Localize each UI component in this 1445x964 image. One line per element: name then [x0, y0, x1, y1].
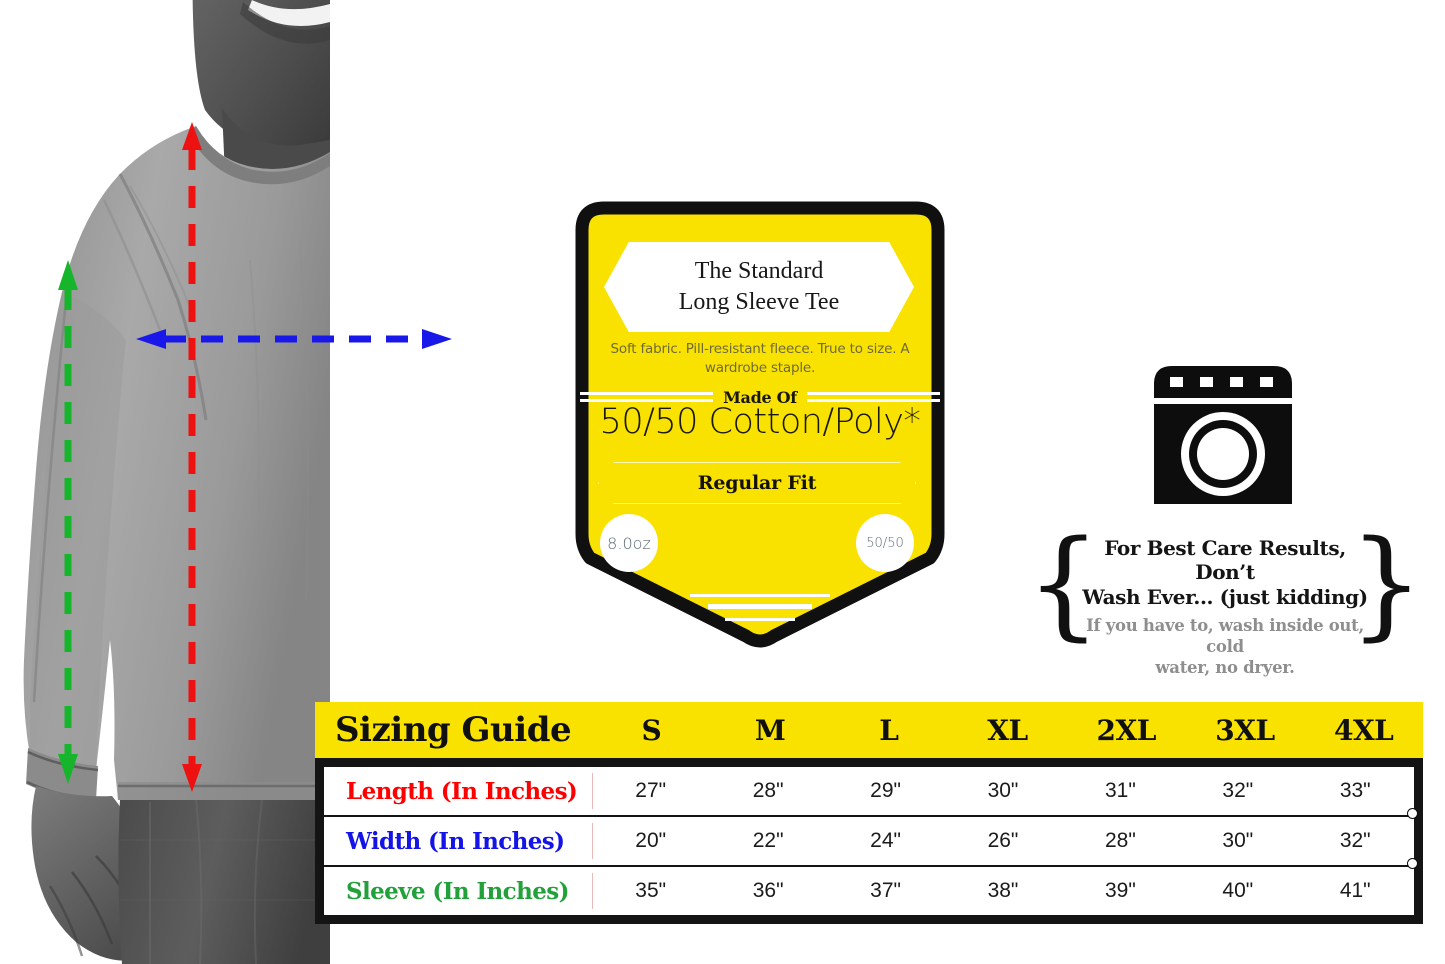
- row-divider: [592, 823, 593, 859]
- washing-machine-icon: [1154, 366, 1292, 504]
- care-heading-line1: For Best Care Results, Don’t: [1104, 536, 1346, 585]
- sleeve-xl: 38": [987, 879, 1019, 902]
- product-title-line2: Long Sleeve Tee: [678, 289, 840, 315]
- size-column-header-xl: XL: [987, 713, 1028, 747]
- sizing-guide-table: Sizing Guide S M L XL 2XL 3XL 4XL Length…: [315, 702, 1423, 924]
- model-photo: [0, 0, 330, 964]
- table-header-row: Sizing Guide S M L XL 2XL 3XL 4XL: [315, 702, 1423, 758]
- made-of-label: Made Of: [723, 387, 797, 407]
- size-column-header-m: M: [754, 713, 786, 747]
- fit-banner: Regular Fit: [598, 462, 916, 504]
- length-m: 28": [752, 779, 784, 802]
- badge-content: The Standard Long Sleeve Tee Soft fabric…: [556, 196, 964, 648]
- size-column-header-l: L: [879, 713, 899, 747]
- sleeve-3xl: 40": [1222, 879, 1254, 902]
- width-m: 22": [752, 829, 784, 852]
- care-text-block: For Best Care Results, Don’t Wash Ever..…: [1078, 536, 1372, 679]
- width-2xl: 28": [1104, 829, 1136, 852]
- row-label-width: Width (In Inches): [346, 827, 565, 855]
- length-3xl: 32": [1222, 779, 1254, 802]
- table-row: Sleeve (In Inches) 35" 36" 37" 38" 39" 4…: [324, 858, 1418, 915]
- sleeve-4xl: 41": [1339, 879, 1371, 902]
- width-4xl: 32": [1339, 829, 1371, 852]
- rule-left: [580, 392, 714, 402]
- weight-badge: 8.0oz: [600, 514, 658, 572]
- size-column-header-4xl: 4XL: [1333, 713, 1394, 747]
- width-l: 24": [870, 829, 901, 852]
- size-column-header-s: S: [641, 713, 662, 747]
- sleeve-l: 37": [870, 879, 901, 902]
- made-of-row: Made Of: [580, 384, 941, 410]
- brace-left-icon: {: [1026, 514, 1102, 652]
- blend-badge: 50/50: [856, 514, 914, 572]
- sleeve-2xl: 39": [1104, 879, 1136, 902]
- brace-right-icon: }: [1348, 514, 1424, 652]
- product-title-line1: The Standard: [694, 258, 824, 285]
- width-3xl: 30": [1222, 829, 1254, 852]
- length-4xl: 33": [1339, 779, 1371, 802]
- rule-right: [806, 392, 941, 402]
- product-title-banner: The Standard Long Sleeve Tee: [604, 242, 914, 332]
- row-divider: [592, 873, 593, 909]
- table-body: Length (In Inches) 27" 28" 29" 30" 31" 3…: [315, 758, 1423, 924]
- badge-decor-line-1: [690, 594, 830, 597]
- fabric-composition: 50/50 Cotton/Poly*: [599, 402, 921, 442]
- care-instructions: { } For Best Care Results, Don’t Wash Ev…: [1020, 524, 1430, 677]
- badge-decor-line-3: [725, 618, 795, 621]
- care-heading-line2: Wash Ever... (just kidding): [1082, 584, 1368, 609]
- product-tagline: Soft fabric. Pill-resistant fleece. True…: [610, 341, 910, 376]
- size-column-header-2xl: 2XL: [1096, 713, 1157, 747]
- table-title: Sizing Guide: [335, 710, 572, 750]
- width-xl: 26": [987, 829, 1019, 852]
- length-2xl: 31": [1104, 779, 1136, 802]
- width-s: 20": [635, 829, 667, 852]
- fit-label: Regular Fit: [697, 472, 817, 494]
- care-sub-line2: water, no dryer.: [1155, 657, 1295, 677]
- table-row: Width (In Inches) 20" 22" 24" 26" 28" 30…: [324, 808, 1418, 865]
- row-divider: [592, 773, 593, 809]
- product-badge: The Standard Long Sleeve Tee Soft fabric…: [556, 196, 964, 648]
- size-column-header-3xl: 3XL: [1215, 713, 1275, 747]
- badge-decor-line-2: [708, 604, 812, 609]
- care-sub-line1: If you have to, wash inside out, cold: [1086, 616, 1364, 656]
- row-nub: [1407, 808, 1418, 819]
- row-nub: [1407, 858, 1418, 869]
- length-l: 29": [870, 779, 901, 802]
- model-illustration: [23, 0, 330, 964]
- sleeve-m: 36": [752, 879, 784, 902]
- length-s: 27": [635, 779, 667, 802]
- length-xl: 30": [987, 779, 1019, 802]
- table-row: Length (In Inches) 27" 28" 29" 30" 31" 3…: [324, 767, 1414, 815]
- row-label-sleeve: Sleeve (In Inches): [346, 877, 569, 905]
- sleeve-s: 35": [635, 879, 667, 902]
- row-label-length: Length (In Inches): [346, 777, 578, 805]
